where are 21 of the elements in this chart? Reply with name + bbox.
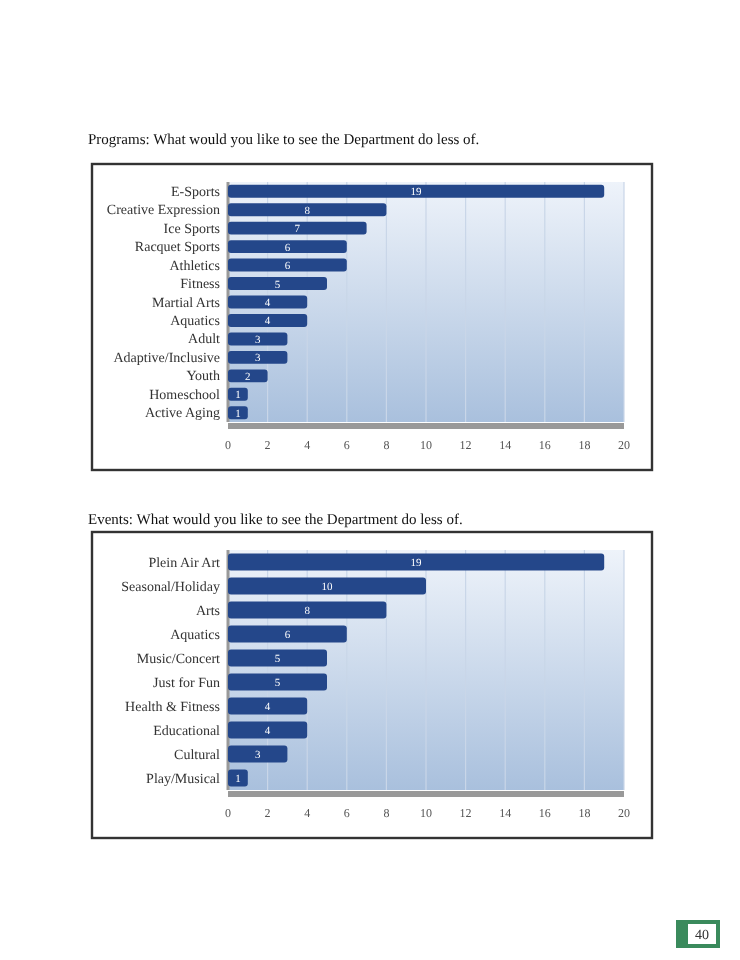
bar <box>228 314 308 327</box>
bar <box>228 553 605 571</box>
bar <box>228 387 248 401</box>
bar <box>228 577 426 595</box>
bar <box>228 649 327 667</box>
bar <box>228 350 288 364</box>
bar <box>228 221 367 235</box>
bar <box>228 240 347 254</box>
bar <box>228 745 288 763</box>
bar <box>228 332 288 346</box>
bar <box>228 258 347 272</box>
bar <box>228 406 248 420</box>
bar <box>228 625 347 643</box>
bar <box>228 184 605 198</box>
bar <box>228 369 268 383</box>
bar <box>228 673 327 691</box>
bar <box>228 277 327 290</box>
bar <box>228 721 308 739</box>
bar <box>228 601 387 619</box>
bar <box>228 697 308 715</box>
bar <box>228 203 387 217</box>
